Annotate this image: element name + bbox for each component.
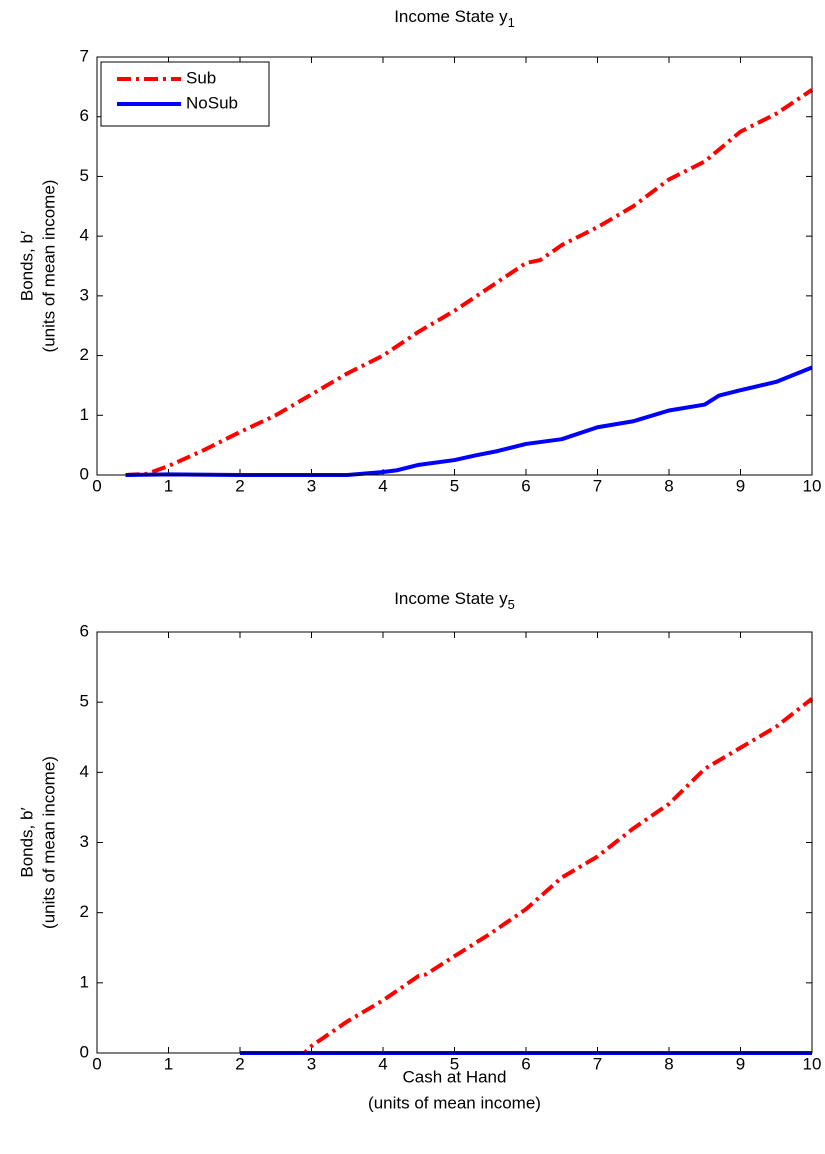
x-axis-label: (units of mean income) xyxy=(368,1093,541,1112)
x-tick-label: 6 xyxy=(521,476,530,495)
x-tick-label: 6 xyxy=(521,1054,530,1073)
y-axis-label: Bonds, b′ xyxy=(17,807,36,877)
title-text: Income State y xyxy=(394,589,508,608)
title-text: Income State y xyxy=(394,7,508,26)
chart-title: Income State y1 xyxy=(394,7,515,30)
series-line xyxy=(240,697,814,1055)
x-tick-label: 9 xyxy=(736,476,745,495)
y-tick-label: 3 xyxy=(80,285,89,304)
axes-box xyxy=(96,631,813,1054)
legend-box xyxy=(100,61,270,127)
y-axis-label: (units of mean income) xyxy=(39,756,58,929)
x-tick-label: 0 xyxy=(92,476,101,495)
x-tick-label: 1 xyxy=(164,1054,173,1073)
x-tick-label: 4 xyxy=(378,476,387,495)
x-tick-label: 8 xyxy=(664,1054,673,1073)
legend-label: Sub xyxy=(186,68,216,87)
y-tick-label: 6 xyxy=(80,106,89,125)
y-tick-label: 3 xyxy=(80,832,89,851)
title-subscript: 5 xyxy=(508,597,515,612)
y-tick-label: 5 xyxy=(80,166,89,185)
x-tick-label: 5 xyxy=(450,1054,459,1073)
y-tick-label: 1 xyxy=(80,405,89,424)
x-tick-label: 7 xyxy=(593,476,602,495)
y-tick-label: 7 xyxy=(80,46,89,65)
y-tick-label: 5 xyxy=(80,692,89,711)
y-tick-label: 6 xyxy=(80,621,89,640)
x-tick-label: 3 xyxy=(307,476,316,495)
series-line xyxy=(125,88,814,477)
y-tick-label: 4 xyxy=(80,226,89,245)
x-tick-label: 9 xyxy=(736,1054,745,1073)
y-tick-label: 2 xyxy=(80,902,89,921)
x-tick-label: 5 xyxy=(450,476,459,495)
x-tick-label: 10 xyxy=(803,476,822,495)
series-line xyxy=(125,365,813,477)
x-tick-label: 8 xyxy=(664,476,673,495)
y-axis-label: (units of mean income) xyxy=(39,180,58,353)
x-tick-label: 3 xyxy=(307,1054,316,1073)
x-tick-label: 2 xyxy=(235,476,244,495)
x-tick-label: 7 xyxy=(593,1054,602,1073)
legend-label: NoSub xyxy=(186,93,238,112)
x-axis-label: Cash at Hand xyxy=(403,1067,507,1086)
x-tick-label: 10 xyxy=(803,1054,822,1073)
x-tick-label: 4 xyxy=(378,1054,387,1073)
y-tick-label: 2 xyxy=(80,345,89,364)
x-tick-label: 2 xyxy=(235,1054,244,1073)
axes-box xyxy=(96,56,813,476)
chart-title: Income State y5 xyxy=(394,589,515,612)
y-tick-label: 0 xyxy=(80,464,89,483)
y-tick-label: 1 xyxy=(80,972,89,991)
x-tick-label: 0 xyxy=(92,1054,101,1073)
y-tick-label: 0 xyxy=(80,1042,89,1061)
y-axis-label: Bonds, b′ xyxy=(17,231,36,301)
title-subscript: 1 xyxy=(508,15,515,30)
y-tick-label: 4 xyxy=(80,762,89,781)
x-tick-label: 1 xyxy=(164,476,173,495)
